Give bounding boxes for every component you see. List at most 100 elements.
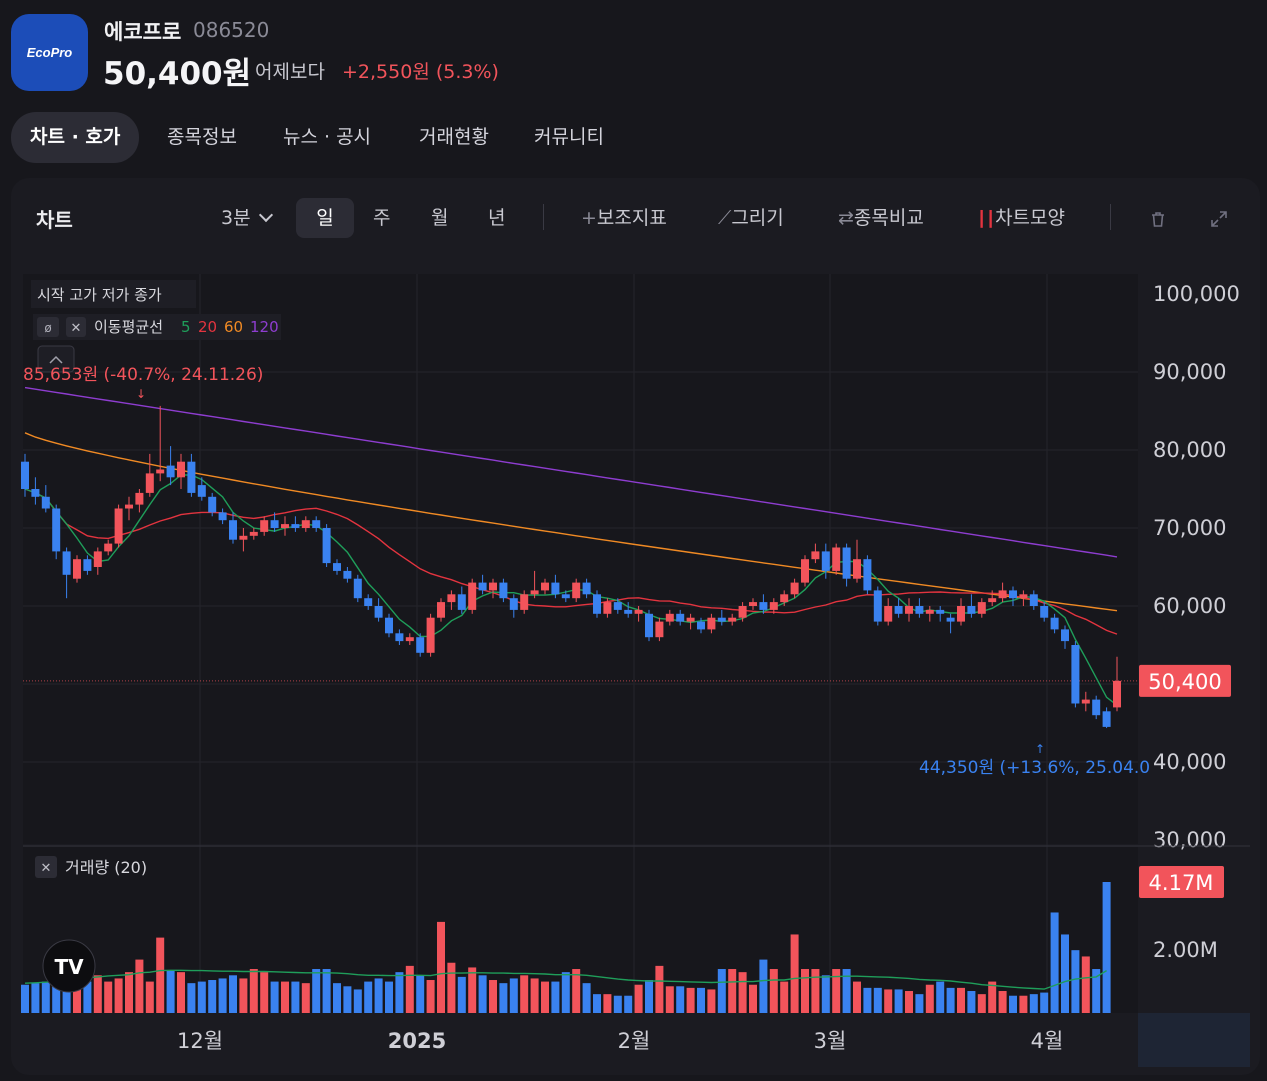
candle-body (749, 602, 757, 606)
volume-bar (998, 991, 1007, 1013)
volume-bar (489, 980, 497, 1013)
period-day[interactable]: 일 (296, 198, 354, 238)
candle-body (156, 469, 165, 474)
ma20-label: 20 (198, 318, 217, 336)
company-logo: EcoPro (11, 14, 88, 91)
volume-bar (894, 989, 903, 1013)
volume-bar (863, 987, 872, 1013)
candle-body (385, 617, 393, 634)
candle-body (707, 617, 716, 630)
candle-body (697, 621, 705, 630)
candle-body (655, 621, 664, 638)
volume-bar (125, 972, 133, 1013)
volume-bar (1081, 956, 1090, 1013)
ma-legend-label: 이동평균선 (94, 318, 163, 336)
candle-body (322, 528, 331, 564)
candle-body (229, 520, 237, 540)
volume-bar (405, 965, 414, 1013)
chart-shape-button[interactable]: ┃┃차트모양 (977, 198, 1065, 238)
price-tick-label: 30,000 (1153, 828, 1226, 852)
interval-dropdown[interactable]: 3분 (221, 198, 273, 238)
volume-bar (821, 975, 830, 1013)
candle-body (114, 508, 123, 544)
volume-bar (333, 983, 341, 1013)
fullscreen-icon[interactable] (1209, 198, 1229, 238)
candle-body (499, 582, 508, 599)
candle-body (145, 473, 154, 493)
candle-body (717, 617, 726, 622)
candle-body (468, 582, 477, 610)
volume-bar (343, 986, 352, 1013)
volume-bar (437, 921, 445, 1013)
candle-body (759, 602, 768, 610)
tab-chart-orderbook[interactable]: 차트 · 호가 (11, 112, 140, 163)
ma60-line (24, 432, 1118, 612)
candle-body (645, 613, 653, 638)
interval-label: 3분 (221, 207, 251, 229)
logo-text: EcoPro (26, 45, 73, 60)
candle-body (21, 461, 29, 489)
volume-bar (270, 981, 279, 1013)
price-chart[interactable]: 100,000 90,000 80,000 70,000 60,000 40,000 30,… (11, 178, 1260, 1075)
indicators-label: 보조지표 (596, 207, 667, 229)
volume-bar (478, 975, 487, 1013)
period-week[interactable]: 주 (373, 207, 391, 229)
candle-body (312, 520, 321, 528)
indicators-button[interactable]: +보조지표 (581, 198, 667, 238)
candle-body (613, 602, 622, 610)
candle-body (561, 594, 570, 599)
draw-label: 그리기 (731, 207, 784, 229)
volume-bar (582, 983, 591, 1013)
volume-close-icon[interactable] (35, 856, 57, 878)
volume-bar (197, 981, 206, 1013)
period-year[interactable]: 년 (488, 207, 506, 229)
candle-body (894, 606, 903, 614)
last-price-label: 50,400 (1148, 670, 1221, 694)
candle-body (676, 613, 685, 622)
chevron-up-icon (49, 355, 63, 364)
close-icon[interactable] (66, 317, 86, 337)
volume-bar (1061, 934, 1069, 1013)
draw-button[interactable]: ⟋그리기 (718, 198, 784, 238)
plus-icon: + (581, 207, 597, 229)
volume-bar (156, 937, 165, 1013)
tab-stock-info[interactable]: 종목정보 (167, 126, 237, 148)
volume-bar (645, 980, 653, 1013)
candle-body (821, 551, 830, 571)
collapse-legend-button[interactable] (37, 345, 75, 373)
volume-bar (416, 975, 425, 1013)
compare-button[interactable]: ⇄종목비교 (838, 198, 924, 238)
volume-bar (1019, 995, 1028, 1013)
candle-body (665, 613, 674, 622)
volume-bar (551, 981, 560, 1013)
volume-bar (957, 987, 965, 1013)
trash-icon[interactable] (1148, 198, 1168, 238)
volume-bar (676, 986, 685, 1013)
candle-body (489, 582, 497, 591)
volume-axis: 4.17M 2.00M (1139, 866, 1224, 962)
tab-trading[interactable]: 거래현황 (419, 126, 489, 148)
toolbar-divider (1110, 204, 1111, 230)
time-tick-label: 2월 (618, 1029, 651, 1053)
price-plot-area (23, 274, 1138, 844)
tradingview-logo-glyph: TV (54, 955, 84, 979)
volume-bar (884, 989, 893, 1013)
time-tick-label: 2025 (388, 1029, 446, 1053)
ma60-label: 60 (224, 318, 243, 336)
volume-bar (1029, 994, 1038, 1013)
volume-bar (312, 969, 321, 1013)
volume-bar (842, 969, 851, 1013)
eye-off-icon[interactable] (37, 317, 59, 337)
volume-bar (655, 965, 664, 1013)
tab-news[interactable]: 뉴스 · 공시 (283, 126, 372, 148)
price-axis: 100,000 90,000 80,000 70,000 60,000 40,000 30,… (1139, 282, 1240, 852)
time-tick-label: 12월 (177, 1029, 223, 1053)
volume-bar (1040, 992, 1049, 1013)
volume-bar (21, 984, 29, 1013)
period-month[interactable]: 월 (431, 207, 449, 229)
tab-community[interactable]: 커뮤니티 (534, 126, 604, 148)
close-icon-glyph: ✕ (71, 321, 82, 336)
tradingview-logo-icon[interactable] (42, 939, 96, 993)
candle-body (790, 582, 799, 595)
candle-body (853, 559, 861, 579)
